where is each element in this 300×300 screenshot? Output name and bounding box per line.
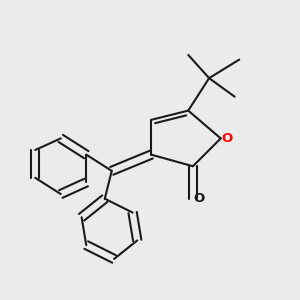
Text: O: O bbox=[221, 132, 232, 145]
Text: O: O bbox=[193, 192, 204, 205]
